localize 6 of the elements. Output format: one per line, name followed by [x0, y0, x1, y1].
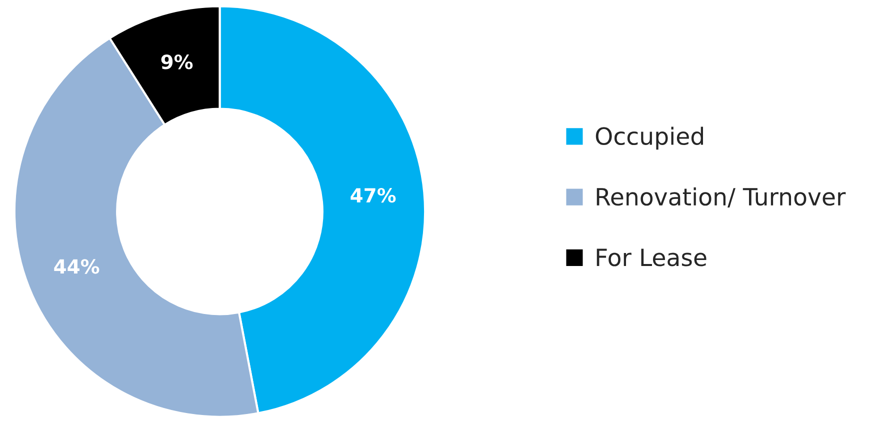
legend-label: Renovation/ Turnover	[596, 187, 846, 208]
legend-label: For Lease	[596, 248, 706, 266]
data-label: 47%	[350, 188, 396, 203]
data-label: 9%	[161, 54, 193, 70]
legend-label: Occupied	[596, 126, 703, 150]
data-label: 44%	[54, 259, 100, 274]
